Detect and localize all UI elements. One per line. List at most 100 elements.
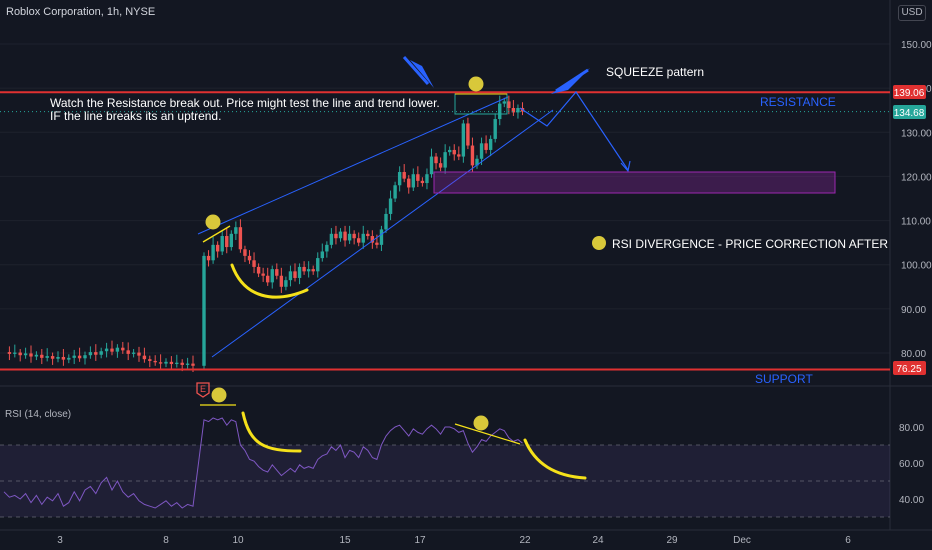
candlestick-series[interactable] — [7, 95, 525, 372]
candle-body — [238, 227, 243, 250]
candle-body — [261, 273, 265, 276]
candle-body — [475, 158, 479, 166]
candle-body — [279, 275, 284, 287]
resistance-price-label: 139.06 — [894, 88, 925, 99]
candle-body — [234, 227, 238, 234]
candle-body — [7, 352, 12, 354]
date-tick-label: 24 — [592, 535, 604, 546]
marker-dot-top-icon — [468, 76, 484, 92]
price-tick-label: 80.00 — [901, 349, 926, 360]
price-tick-label: 110.00 — [901, 217, 931, 228]
candle-body — [202, 255, 206, 366]
channel-lower-line — [211, 109, 554, 358]
candle-body — [34, 354, 39, 357]
candle-body — [225, 236, 229, 248]
earnings-badge-icon[interactable] — [196, 382, 210, 398]
date-tick-label: 29 — [666, 535, 678, 546]
date-tick-label: 10 — [232, 535, 244, 546]
squeeze-label: SQUEEZE pattern — [606, 65, 704, 79]
candle-body — [302, 266, 306, 272]
price-tick-label: 100.00 — [901, 261, 932, 272]
candle-body — [443, 152, 447, 168]
candle-body — [466, 123, 470, 146]
candle-body — [270, 269, 274, 283]
candle-body — [220, 236, 224, 252]
price-tick-label: 120.00 — [901, 172, 932, 183]
candle-body — [175, 362, 179, 365]
candle-body — [142, 355, 147, 360]
candle-body — [158, 362, 163, 364]
candle-body — [375, 242, 379, 245]
candle-body — [397, 172, 402, 186]
candle-body — [148, 359, 152, 361]
candle-body — [488, 138, 493, 150]
candle-body — [211, 244, 215, 261]
candle-body — [18, 352, 22, 356]
target-zone-box — [433, 171, 836, 194]
price-divergence-line — [202, 225, 231, 243]
date-tick-label: 8 — [163, 535, 169, 546]
candle-body — [416, 174, 420, 181]
candle-body — [493, 119, 497, 139]
candle-body — [153, 360, 157, 363]
candle-body — [484, 143, 488, 150]
candle-body — [115, 347, 120, 352]
candle-body — [56, 356, 60, 359]
candle-body — [110, 348, 114, 352]
earnings-badge-label: E — [200, 384, 206, 394]
last-price-tag — [893, 105, 926, 119]
candle-body — [61, 356, 66, 360]
candle-body — [121, 347, 125, 351]
candle-body — [479, 143, 484, 159]
note-line-1: Watch the Resistance break out. Price mi… — [50, 96, 440, 110]
candle-body — [420, 180, 425, 184]
currency-button[interactable]: USD — [898, 5, 926, 21]
candle-body — [50, 356, 55, 359]
projection-arrow-icon — [620, 160, 631, 173]
candle-body — [185, 363, 190, 365]
candle-body — [72, 355, 76, 358]
date-tick-label: 22 — [519, 535, 531, 546]
candle-body — [393, 185, 397, 199]
candle-body — [507, 101, 511, 109]
rsi-tick-label: 80.00 — [899, 423, 924, 434]
candle-body — [457, 154, 461, 157]
date-tick-label: Dec — [733, 535, 751, 546]
candle-body — [229, 233, 233, 248]
last-price-label: 134.68 — [894, 108, 925, 119]
rsi-band-fill — [0, 445, 890, 517]
candle-body — [45, 356, 49, 358]
price-tick-label: 130.00 — [901, 128, 932, 139]
candle-body — [320, 251, 324, 259]
candle-body — [352, 233, 356, 239]
candle-body — [243, 249, 247, 256]
arrow-left-shaft — [402, 56, 430, 85]
candle-body — [334, 233, 338, 239]
chart-title: Roblox Corporation, 1h, NYSE — [6, 6, 156, 18]
candle-body — [23, 353, 28, 356]
candle-body — [306, 269, 311, 272]
candle-body — [425, 174, 429, 184]
rsi-title: RSI (14, close) — [5, 409, 71, 420]
candle-body — [438, 163, 443, 168]
resistance-label: RESISTANCE — [760, 95, 836, 109]
date-axis[interactable]: 3 8 10 15 17 22 24 29 Dec 6 — [0, 529, 932, 546]
candle-body — [131, 352, 136, 354]
candle-body — [502, 101, 506, 104]
divergence-label: RSI DIVERGENCE - PRICE CORRECTION AFTER — [612, 237, 888, 251]
candle-body — [407, 178, 411, 188]
date-tick-label: 3 — [57, 535, 63, 546]
candle-body — [29, 353, 33, 357]
candle-body — [191, 363, 195, 366]
candle-body — [13, 352, 17, 354]
candle-body — [88, 352, 93, 356]
candle-body — [256, 266, 261, 274]
projection-path — [519, 91, 629, 171]
candle-body — [461, 123, 466, 157]
support-price-label: 76.25 — [896, 364, 921, 375]
rsi-axis[interactable]: 80.00 60.00 40.00 — [899, 423, 924, 506]
rsi-line — [3, 417, 523, 509]
candle-body — [252, 260, 256, 267]
candle-body — [180, 362, 184, 365]
